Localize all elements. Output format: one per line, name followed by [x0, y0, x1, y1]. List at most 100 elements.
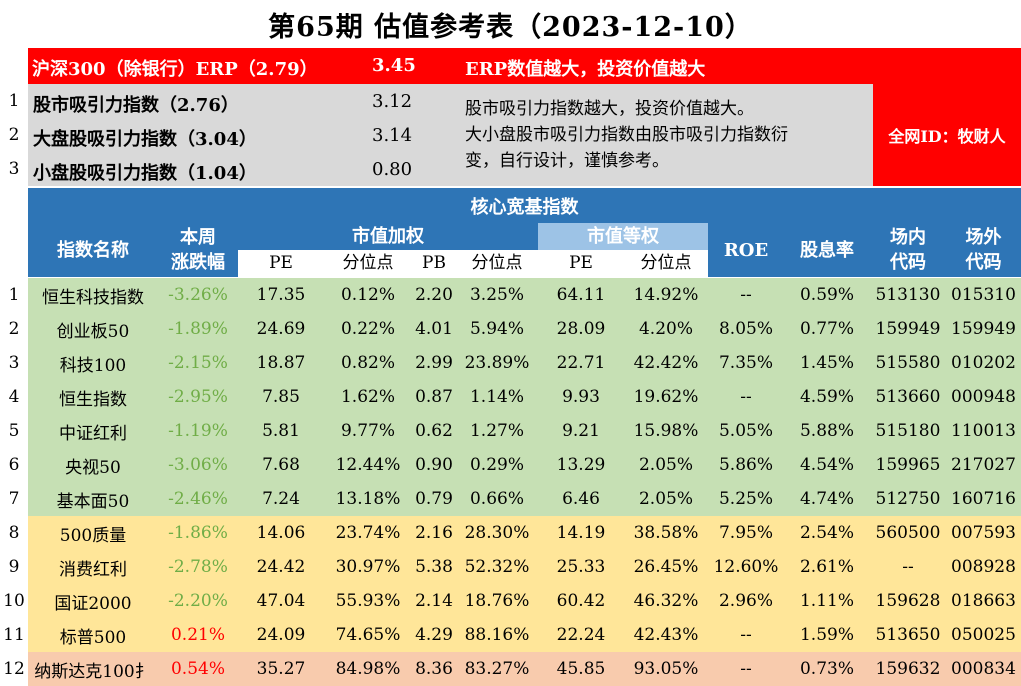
- note-line: 变，自行设计，谨慎参考。: [465, 151, 669, 171]
- table-row: 1 恒生科技指数 -3.26% 17.35 0.12% 2.20 3.25% 64.11 14.…: [0, 278, 1021, 312]
- ew-pe-value: 22.71: [538, 346, 624, 380]
- otc-code: 018663: [946, 584, 1021, 618]
- exchange-code: --: [870, 550, 946, 584]
- dividend-yield: 0.73%: [784, 652, 870, 686]
- dividend-yield: 1.11%: [784, 584, 870, 618]
- erp-note: ERP数值越大，投资价值越大: [465, 59, 706, 80]
- note-text: 股市吸引力指数越大，投资价值越大。 大小盘股市吸引力指数由股市吸引力指数衍 变，…: [465, 96, 870, 174]
- otc-code: 050025: [946, 618, 1021, 652]
- header-mcw: 市值加权: [238, 223, 538, 250]
- table-row: 6 央视50 -3.06% 7.68 12.44% 0.90 0.29% 13.29 2.05%…: [0, 448, 1021, 482]
- pb-value: 2.99: [412, 346, 456, 380]
- ew-pe-value: 60.42: [538, 584, 624, 618]
- weekly-change: 0.54%: [158, 652, 238, 686]
- otc-code: 160716: [946, 482, 1021, 516]
- exchange-code: 513660: [870, 380, 946, 414]
- pe-percentile: 1.62%: [324, 380, 412, 414]
- header-offex-line: 代码: [965, 252, 1002, 273]
- dividend-yield: 4.54%: [784, 448, 870, 482]
- pb-percentile: 28.30%: [456, 516, 538, 550]
- indicator-label: 大盘股吸引力指数（3.04）: [33, 129, 257, 150]
- ew-pe-percentile: 14.92%: [624, 278, 708, 312]
- ew-pe-value: 9.21: [538, 414, 624, 448]
- header-offex-line: 场外: [965, 227, 1002, 248]
- pe-percentile: 0.82%: [324, 346, 412, 380]
- ew-pe-percentile: 93.05%: [624, 652, 708, 686]
- pe-percentile: 84.98%: [324, 652, 412, 686]
- otc-code: 110013: [946, 414, 1021, 448]
- pb-percentile: 18.76%: [456, 584, 538, 618]
- pb-value: 2.20: [412, 278, 456, 312]
- ew-pe-value: 28.09: [538, 312, 624, 346]
- row-number: 8: [0, 516, 28, 550]
- index-name: 500质量: [28, 516, 158, 550]
- weekly-change: -2.46%: [158, 482, 238, 516]
- header-change-line: 本周: [180, 227, 216, 248]
- table-row: 11 标普500 0.21% 24.09 74.65% 4.29 88.16% 22.24 42…: [0, 618, 1021, 652]
- header-change-line: 涨跌幅: [171, 252, 225, 273]
- pe-percentile: 55.93%: [324, 584, 412, 618]
- indicator-number: 1: [8, 91, 20, 111]
- exchange-code: 560500: [870, 516, 946, 550]
- row-number: 9: [0, 550, 28, 584]
- index-name: 中证红利: [28, 414, 158, 448]
- header-pe-pct: 分位点: [324, 250, 412, 277]
- row-number: 3: [0, 346, 28, 380]
- pb-value: 0.79: [412, 482, 456, 516]
- pb-percentile: 23.89%: [456, 346, 538, 380]
- otc-code: 000948: [946, 380, 1021, 414]
- index-name: 基本面50: [28, 482, 158, 516]
- pe-value: 7.85: [238, 380, 324, 414]
- pb-percentile: 52.32%: [456, 550, 538, 584]
- ew-pe-value: 22.24: [538, 618, 624, 652]
- ew-pe-percentile: 42.43%: [624, 618, 708, 652]
- pe-value: 17.35: [238, 278, 324, 312]
- ew-pe-percentile: 19.62%: [624, 380, 708, 414]
- index-name: 科技100: [28, 346, 158, 380]
- table-row: 12 纳斯达克100扌 0.54% 35.27 84.98% 8.36 83.27% 45.8…: [0, 652, 1021, 686]
- roe-value: 2.96%: [708, 584, 784, 618]
- dividend-yield: 1.45%: [784, 346, 870, 380]
- weekly-change: -2.15%: [158, 346, 238, 380]
- erp-label: 沪深300（除银行）ERP（2.79）: [32, 59, 318, 80]
- pe-percentile: 0.22%: [324, 312, 412, 346]
- pe-percentile: 0.12%: [324, 278, 412, 312]
- pb-percentile: 83.27%: [456, 652, 538, 686]
- exchange-code: 513130: [870, 278, 946, 312]
- pe-value: 24.42: [238, 550, 324, 584]
- erp-value: 3.45: [372, 55, 416, 76]
- header-offex: 场外 代码: [946, 223, 1021, 277]
- weekly-change: -2.20%: [158, 584, 238, 618]
- indicator-label: 小盘股吸引力指数（1.04）: [33, 163, 257, 184]
- pb-value: 5.38: [412, 550, 456, 584]
- row-number: 4: [0, 380, 28, 414]
- roe-value: --: [708, 380, 784, 414]
- table-row: 4 恒生指数 -2.95% 7.85 1.62% 0.87 1.14% 9.93 19.62% -…: [0, 380, 1021, 414]
- roe-value: --: [708, 278, 784, 312]
- ew-pe-percentile: 15.98%: [624, 414, 708, 448]
- dividend-yield: 4.59%: [784, 380, 870, 414]
- row-number: 11: [0, 618, 28, 652]
- roe-value: 5.86%: [708, 448, 784, 482]
- ew-pe-percentile: 42.42%: [624, 346, 708, 380]
- index-name: 消费红利: [28, 550, 158, 584]
- pe-percentile: 13.18%: [324, 482, 412, 516]
- pe-value: 35.27: [238, 652, 324, 686]
- pe-value: 18.87: [238, 346, 324, 380]
- dividend-yield: 2.61%: [784, 550, 870, 584]
- dividend-yield: 4.74%: [784, 482, 870, 516]
- row-number: 5: [0, 414, 28, 448]
- weekly-change: -3.26%: [158, 278, 238, 312]
- header-change: 本周 涨跌幅: [158, 223, 238, 277]
- otc-code: 008928: [946, 550, 1021, 584]
- table-row: 2 创业板50 -1.89% 24.69 0.22% 4.01 5.94% 28.09 4.20…: [0, 312, 1021, 346]
- row-number: 7: [0, 482, 28, 516]
- ew-pe-value: 13.29: [538, 448, 624, 482]
- exchange-code: 159949: [870, 312, 946, 346]
- weekly-change: -1.89%: [158, 312, 238, 346]
- pb-percentile: 1.27%: [456, 414, 538, 448]
- dividend-yield: 1.59%: [784, 618, 870, 652]
- roe-value: 12.60%: [708, 550, 784, 584]
- header-ew: 市值等权: [538, 223, 708, 250]
- pe-value: 5.81: [238, 414, 324, 448]
